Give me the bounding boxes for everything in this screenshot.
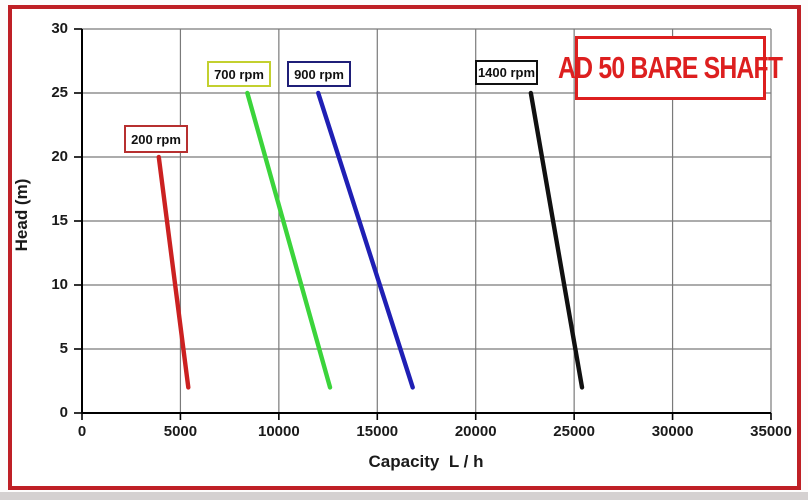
series-label-1400rpm-text: 1400 rpm [477, 65, 536, 80]
x-tick-5000: 5000 [163, 423, 198, 440]
curve-900rpm [316, 90, 415, 390]
x-tick-25000: 25000 [553, 423, 595, 440]
y-tick-25: 25 [51, 84, 68, 101]
y-tick-10: 10 [51, 276, 68, 293]
y-tick-15: 15 [51, 212, 68, 229]
page-bottom-edge [0, 492, 808, 500]
series-label-700rpm: 700 rpm [207, 61, 271, 87]
x-tick-15000: 15000 [356, 423, 399, 440]
series-label-900rpm: 900 rpm [287, 61, 351, 87]
plot-area [74, 28, 772, 420]
y-tick-30: 30 [51, 20, 68, 37]
curve-700rpm [245, 90, 333, 390]
chart-title: AD 50 BARE SHAFT [558, 50, 783, 85]
y-axis-title: Head (m) [12, 178, 31, 252]
curve-1400rpm [528, 90, 585, 390]
series-label-1400rpm: 1400 rpm [475, 60, 538, 85]
x-axis-title: Capacity L / h [368, 452, 484, 471]
x-tick-0: 0 [77, 423, 87, 440]
chart-title-box: AD 50 BARE SHAFT [558, 36, 783, 100]
y-tick-0: 0 [59, 404, 68, 421]
series-label-700rpm-text: 700 rpm [214, 66, 264, 82]
curve-200rpm [156, 154, 191, 390]
y-tick-5: 5 [59, 340, 68, 357]
x-tick-30000: 30000 [651, 423, 694, 440]
x-tick-35000: 35000 [750, 423, 792, 440]
series-label-200rpm-text: 200 rpm [131, 131, 181, 147]
y-tick-20: 20 [51, 148, 68, 165]
x-tick-10000: 10000 [257, 423, 300, 440]
series-label-900rpm-text: 900 rpm [294, 66, 344, 82]
series-label-200rpm: 200 rpm [124, 125, 188, 153]
x-tick-20000: 20000 [454, 423, 497, 440]
